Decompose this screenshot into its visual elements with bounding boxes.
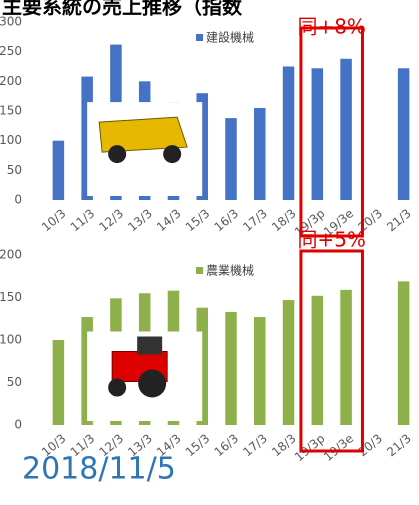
wheel xyxy=(163,145,181,163)
bar xyxy=(254,317,266,425)
y-tick-label: 100 xyxy=(0,333,22,347)
x-tick-label: 17/3 xyxy=(240,431,270,459)
page-title: 主要系統の売上推移（指数 xyxy=(2,0,243,19)
legend-label: 農業機械 xyxy=(206,263,254,278)
y-tick-label: 50 xyxy=(7,375,22,389)
x-tick-label: 12/3 xyxy=(96,206,126,234)
x-tick-label: 16/3 xyxy=(212,206,242,234)
y-tick-label: 0 xyxy=(14,418,22,432)
y-tick-label: 200 xyxy=(0,74,22,88)
x-tick-label: 15/3 xyxy=(183,206,213,234)
x-tick-label: 14/3 xyxy=(154,206,184,234)
x-tick-label: 16/3 xyxy=(212,431,242,459)
legend-label: 建設機械 xyxy=(206,30,254,45)
bar xyxy=(312,68,324,200)
cab xyxy=(137,337,162,355)
legend-swatch xyxy=(196,34,203,41)
page: 主要系統の売上推移（指数 2018/11/5 05010015020025030… xyxy=(0,0,419,501)
x-tick-label: 17/3 xyxy=(240,206,270,234)
wheel xyxy=(108,145,126,163)
y-tick-label: 300 xyxy=(0,15,22,29)
x-tick-label: 21/3 xyxy=(384,206,414,234)
y-tick-label: 200 xyxy=(0,248,22,262)
y-tick-label: 50 xyxy=(7,163,22,177)
highlight-box xyxy=(301,251,363,451)
bar xyxy=(254,108,266,200)
y-tick-label: 0 xyxy=(14,193,22,207)
bar xyxy=(225,118,237,200)
x-tick-label: 13/3 xyxy=(125,206,155,234)
bar xyxy=(312,296,324,425)
y-tick-label: 150 xyxy=(0,290,22,304)
y-tick-label: 100 xyxy=(0,133,22,147)
annotation: 同+5% xyxy=(297,228,366,252)
wheel xyxy=(108,379,126,397)
y-tick-label: 150 xyxy=(0,104,22,118)
bar xyxy=(340,59,352,200)
x-tick-label: 15/3 xyxy=(183,431,213,459)
bar xyxy=(398,281,410,425)
legend-swatch xyxy=(196,267,203,274)
bar xyxy=(398,68,410,200)
bar xyxy=(225,312,237,425)
annotation: 同+8% xyxy=(297,15,366,39)
x-tick-label: 10/3 xyxy=(39,206,69,234)
highlight-box xyxy=(301,28,363,236)
bar xyxy=(53,141,65,200)
bar xyxy=(283,67,295,201)
y-tick-label: 250 xyxy=(0,44,22,58)
x-tick-label: 19/3e xyxy=(321,431,356,464)
x-tick-label: 20/3 xyxy=(355,431,385,459)
x-tick-label: 11/3 xyxy=(68,206,98,234)
bar xyxy=(283,300,295,425)
x-tick-label: 21/3 xyxy=(384,431,414,459)
wheel xyxy=(138,370,166,398)
bar xyxy=(340,290,352,425)
x-tick-label: 19/3p xyxy=(292,431,327,464)
bar xyxy=(53,340,65,425)
